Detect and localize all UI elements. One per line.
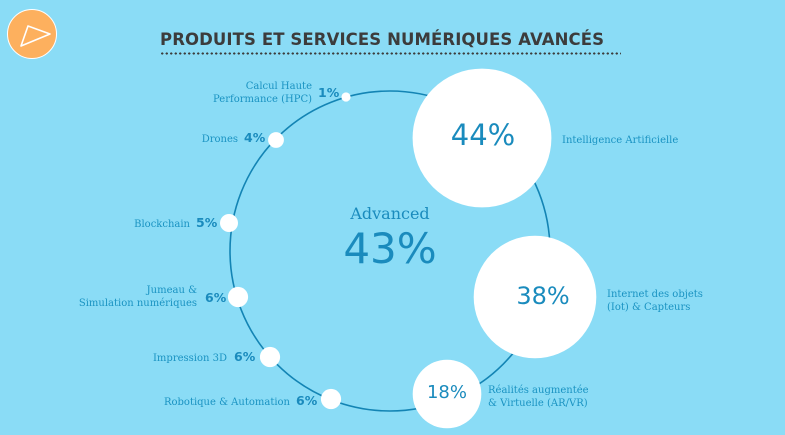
- label-ai: Intelligence Artificielle: [562, 135, 679, 146]
- label-twin: Jumeau & Simulation numériques: [78, 285, 197, 309]
- node-blockchain: [220, 214, 238, 232]
- value-twin: 6%: [205, 290, 227, 305]
- label-drones: Drones: [201, 134, 238, 145]
- value-print3d: 6%: [234, 349, 256, 364]
- value-drones: 4%: [244, 130, 266, 145]
- node-robot: [320, 388, 342, 410]
- label-print3d: Impression 3D: [152, 353, 227, 364]
- node-arvr: [412, 359, 482, 429]
- value-iot: 38%: [516, 282, 570, 310]
- center-value: 43%: [343, 224, 437, 273]
- value-robot: 6%: [296, 393, 318, 408]
- value-ai: 44%: [450, 118, 516, 152]
- node-drones: [268, 132, 284, 148]
- node-ai: [412, 68, 552, 208]
- label-iot: Internet des objets (Iot) & Capteurs: [607, 289, 703, 313]
- value-hpc: 1%: [318, 85, 340, 100]
- label-blockchain: Blockchain: [134, 219, 190, 230]
- node-hpc: [341, 92, 351, 102]
- node-print3d: [259, 346, 281, 368]
- label-robot: Robotique & Automation: [163, 397, 290, 408]
- label-hpc: Calcul Haute Performance (HPC): [213, 81, 312, 105]
- play-icon: [20, 25, 51, 47]
- center-label: Advanced: [350, 204, 430, 223]
- logo[interactable]: [7, 9, 57, 59]
- label-arvr: Réalités augmentée & Virtuelle (AR/VR): [488, 385, 589, 409]
- title-underline: [160, 52, 621, 55]
- value-arvr: 18%: [426, 382, 467, 403]
- value-blockchain: 5%: [196, 215, 218, 230]
- node-iot: [473, 235, 597, 359]
- page-title: PRODUITS ET SERVICES NUMÉRIQUES AVANCÉS: [160, 30, 605, 49]
- node-twin: [227, 286, 249, 308]
